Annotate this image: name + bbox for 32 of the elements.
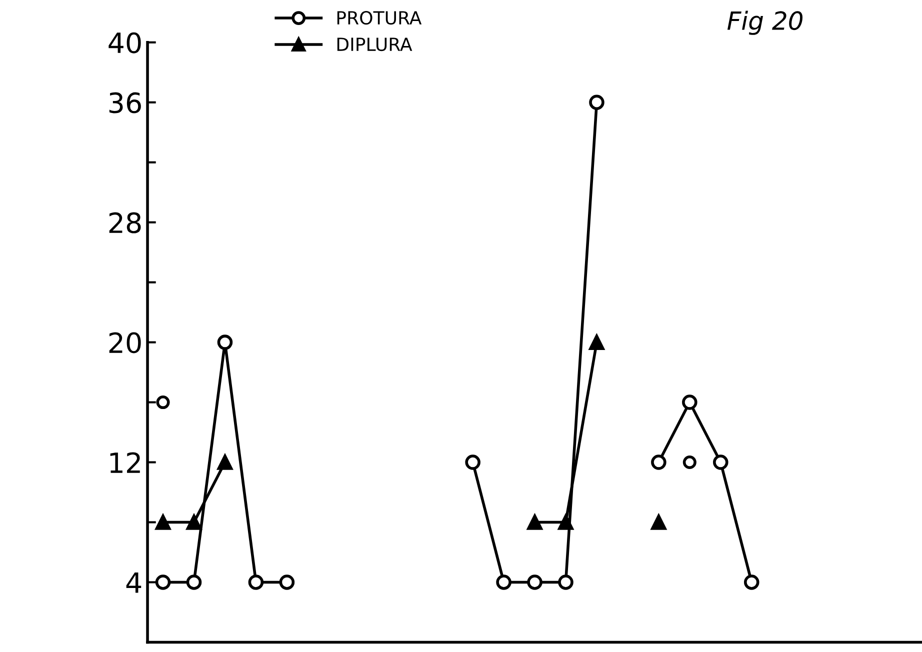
- point: [248, 574, 264, 590]
- point: [527, 574, 542, 590]
- y-tick-label: 12: [110, 452, 140, 473]
- point: [589, 94, 604, 110]
- point: [558, 514, 574, 530]
- point: [186, 514, 202, 530]
- point: [155, 574, 171, 590]
- point: [465, 454, 480, 470]
- point: [712, 454, 728, 470]
- point: [186, 574, 202, 590]
- y-tick-label: 20: [109, 332, 141, 354]
- point: [558, 574, 574, 590]
- caption: Fig 20: [727, 10, 802, 35]
- point: [589, 334, 604, 350]
- point: [279, 574, 295, 590]
- point: [682, 456, 696, 470]
- y-tick-label: 28: [109, 212, 141, 234]
- point: [217, 334, 233, 350]
- point: [527, 514, 542, 530]
- point: [651, 514, 666, 530]
- y-tick-label: 4: [126, 572, 142, 593]
- point: [155, 514, 171, 530]
- legend-label: DIPLURA: [337, 38, 412, 52]
- point: [496, 574, 512, 590]
- point: [651, 454, 666, 470]
- point: [744, 574, 760, 590]
- legend-label: PROTURA: [337, 10, 422, 25]
- point: [156, 396, 170, 410]
- point: [217, 454, 233, 470]
- y-tick-label: 36: [109, 92, 141, 114]
- y-tick-label: 40: [108, 32, 141, 54]
- point: [682, 394, 698, 410]
